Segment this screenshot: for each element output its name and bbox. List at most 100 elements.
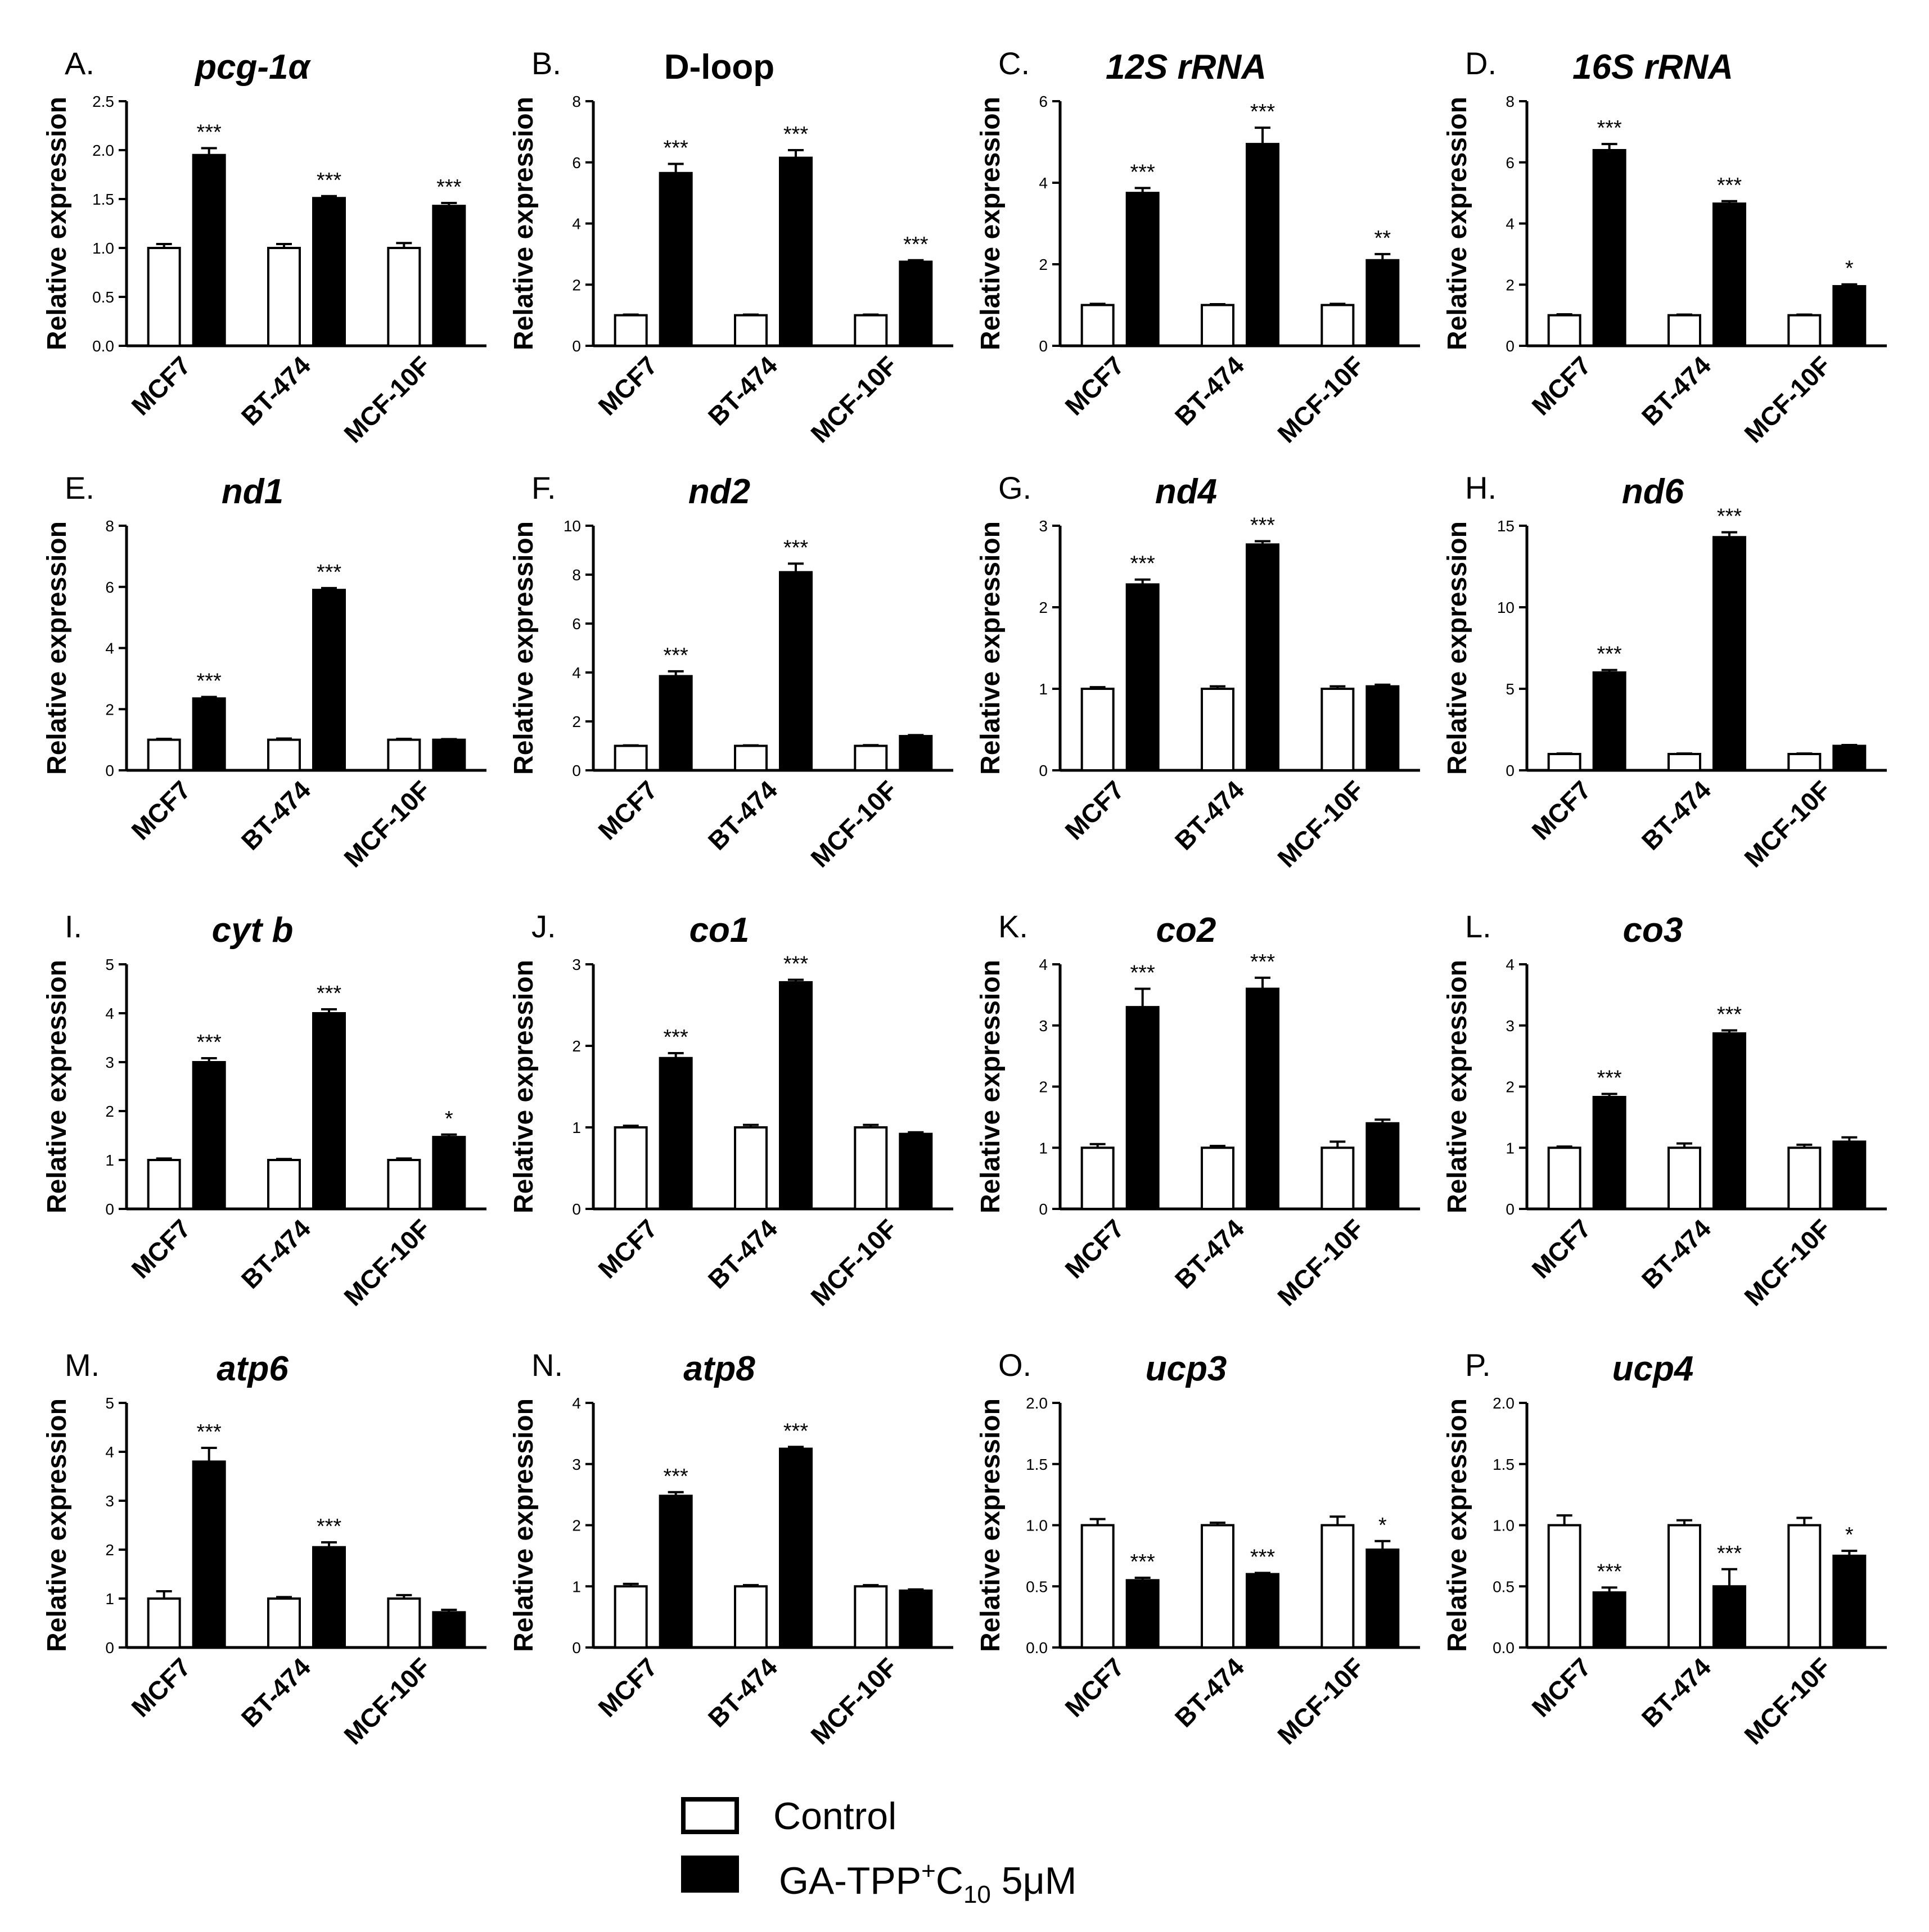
control-bar	[147, 738, 181, 771]
treated-bar	[899, 1589, 933, 1649]
treated-bar	[779, 981, 813, 1211]
significance-label: ***	[663, 1026, 688, 1049]
treated-bar	[1365, 259, 1400, 347]
y-tick-label: 5	[105, 956, 114, 973]
x-category-label: MCF7	[125, 1652, 196, 1722]
control-bar	[1320, 1524, 1355, 1649]
y-tick-label: 15	[1497, 517, 1515, 535]
y-axis-label: Relative expression	[976, 1398, 1006, 1652]
x-category-label: BT-474	[702, 1213, 783, 1294]
y-axis-label: Relative expression	[976, 960, 1006, 1213]
x-category-label: MCF7	[125, 775, 196, 845]
y-tick-label: 4	[1506, 215, 1515, 233]
x-category-label: MCF-10F	[805, 350, 903, 448]
panel-letter: N.	[531, 1347, 563, 1383]
control-bar	[1201, 304, 1234, 347]
chart-title: nd6	[1622, 472, 1684, 511]
y-tick-label: 1	[572, 1578, 581, 1595]
significance-label: ***	[436, 175, 462, 199]
y-tick-label: 2	[1039, 256, 1048, 273]
treated-bar	[312, 197, 346, 347]
panel-letter: D.	[1465, 46, 1497, 81]
significance-label: ***	[1250, 950, 1276, 974]
significance-label: ***	[196, 1031, 222, 1054]
y-tick-label: 2	[572, 713, 581, 730]
treated-bar	[1712, 1032, 1746, 1210]
y-tick-label: 0	[105, 1639, 114, 1656]
y-axis-label: Relative expression	[509, 960, 539, 1213]
y-tick-label: 0	[1039, 1200, 1048, 1218]
treated-bar	[432, 738, 466, 771]
y-tick-label: 1.5	[1026, 1456, 1048, 1473]
chart-panel: H. nd6 Relative expression 0 5 10 15 *** MCF7 ***…	[1443, 470, 1887, 873]
x-category-label: MCF7	[592, 775, 662, 845]
significance-label: ***	[196, 121, 222, 145]
panel-letter: G.	[998, 470, 1031, 505]
legend-treated-prefix: GA-TPP	[779, 1859, 921, 1902]
legend-treated-sup: +	[921, 1857, 936, 1885]
chart-panel: E. nd1 Relative expression 0 2 4 6 8 *** MCF7 *** B…	[42, 470, 486, 873]
y-tick-label: 3	[105, 1492, 114, 1510]
y-tick-label: 1.0	[92, 240, 114, 257]
x-category-label: MCF7	[125, 350, 196, 421]
y-tick-label: 1	[105, 1590, 114, 1608]
y-tick-label: 10	[1497, 599, 1515, 616]
treated-bar	[1125, 1579, 1160, 1649]
panel-letter: J.	[531, 909, 556, 944]
x-category-label: MCF-10F	[1738, 775, 1836, 873]
significance-label: *	[445, 1107, 453, 1131]
significance-label: ***	[1597, 116, 1622, 140]
control-bar	[147, 1597, 181, 1649]
y-tick-label: 1.5	[92, 191, 114, 208]
chart-title: ucp4	[1612, 1349, 1694, 1388]
y-tick-label: 2	[1506, 1078, 1515, 1096]
y-tick-label: 8	[1506, 93, 1515, 110]
significance-label: ***	[783, 123, 809, 146]
y-tick-label: 2	[1039, 1078, 1048, 1096]
legend-treated-swatch	[681, 1856, 739, 1893]
treated-bar	[312, 1012, 346, 1210]
treated-bar	[1365, 1122, 1400, 1210]
x-category-label: BT-474	[702, 775, 783, 856]
treated-bar	[659, 675, 693, 772]
control-bar	[854, 1126, 888, 1210]
y-tick-label: 0	[1039, 762, 1048, 779]
y-tick-label: 1	[1039, 680, 1048, 698]
chart-title: 12S rRNA	[1106, 48, 1267, 87]
y-axis-label: Relative expression	[509, 97, 539, 350]
chart-title: nd1	[222, 472, 283, 511]
x-category-label: BT-474	[1169, 350, 1250, 431]
y-tick-label: 0	[1506, 337, 1515, 355]
significance-label: ***	[1717, 1003, 1742, 1026]
treated-bar	[1592, 149, 1626, 347]
y-tick-label: 0.5	[1493, 1578, 1515, 1595]
y-tick-label: 2.5	[92, 93, 114, 110]
treated-bar	[899, 735, 933, 771]
y-axis-label: Relative expression	[42, 97, 72, 350]
y-tick-label: 4	[1039, 956, 1048, 973]
treated-bar	[1832, 1554, 1867, 1649]
y-tick-label: 4	[105, 640, 114, 657]
y-axis-label: Relative expression	[1443, 521, 1472, 775]
treated-bar	[312, 589, 346, 771]
chart-panel: C. 12S rRNA Relative expression 0 2 4 6 *** MCF7…	[976, 46, 1420, 448]
treated-bar	[659, 171, 693, 347]
y-tick-label: 3	[1506, 1017, 1515, 1035]
control-bar	[1547, 314, 1581, 347]
y-tick-label: 0	[1506, 762, 1515, 779]
chart-title: co3	[1623, 911, 1683, 950]
significance-label: ***	[1717, 505, 1742, 529]
treated-bar	[192, 1061, 226, 1210]
significance-label: ***	[1597, 1067, 1622, 1090]
y-tick-label: 8	[105, 517, 114, 535]
x-category-label: BT-474	[236, 350, 317, 431]
significance-label: ***	[1130, 962, 1155, 985]
y-tick-label: 5	[105, 1394, 114, 1412]
y-axis-label: Relative expression	[976, 97, 1006, 350]
treated-bar	[899, 1132, 933, 1210]
significance-label: ***	[196, 1420, 222, 1444]
treated-bar	[899, 260, 933, 347]
y-tick-label: 6	[1506, 154, 1515, 171]
significance-label: ***	[1130, 1550, 1155, 1574]
control-bar	[1667, 1524, 1701, 1649]
